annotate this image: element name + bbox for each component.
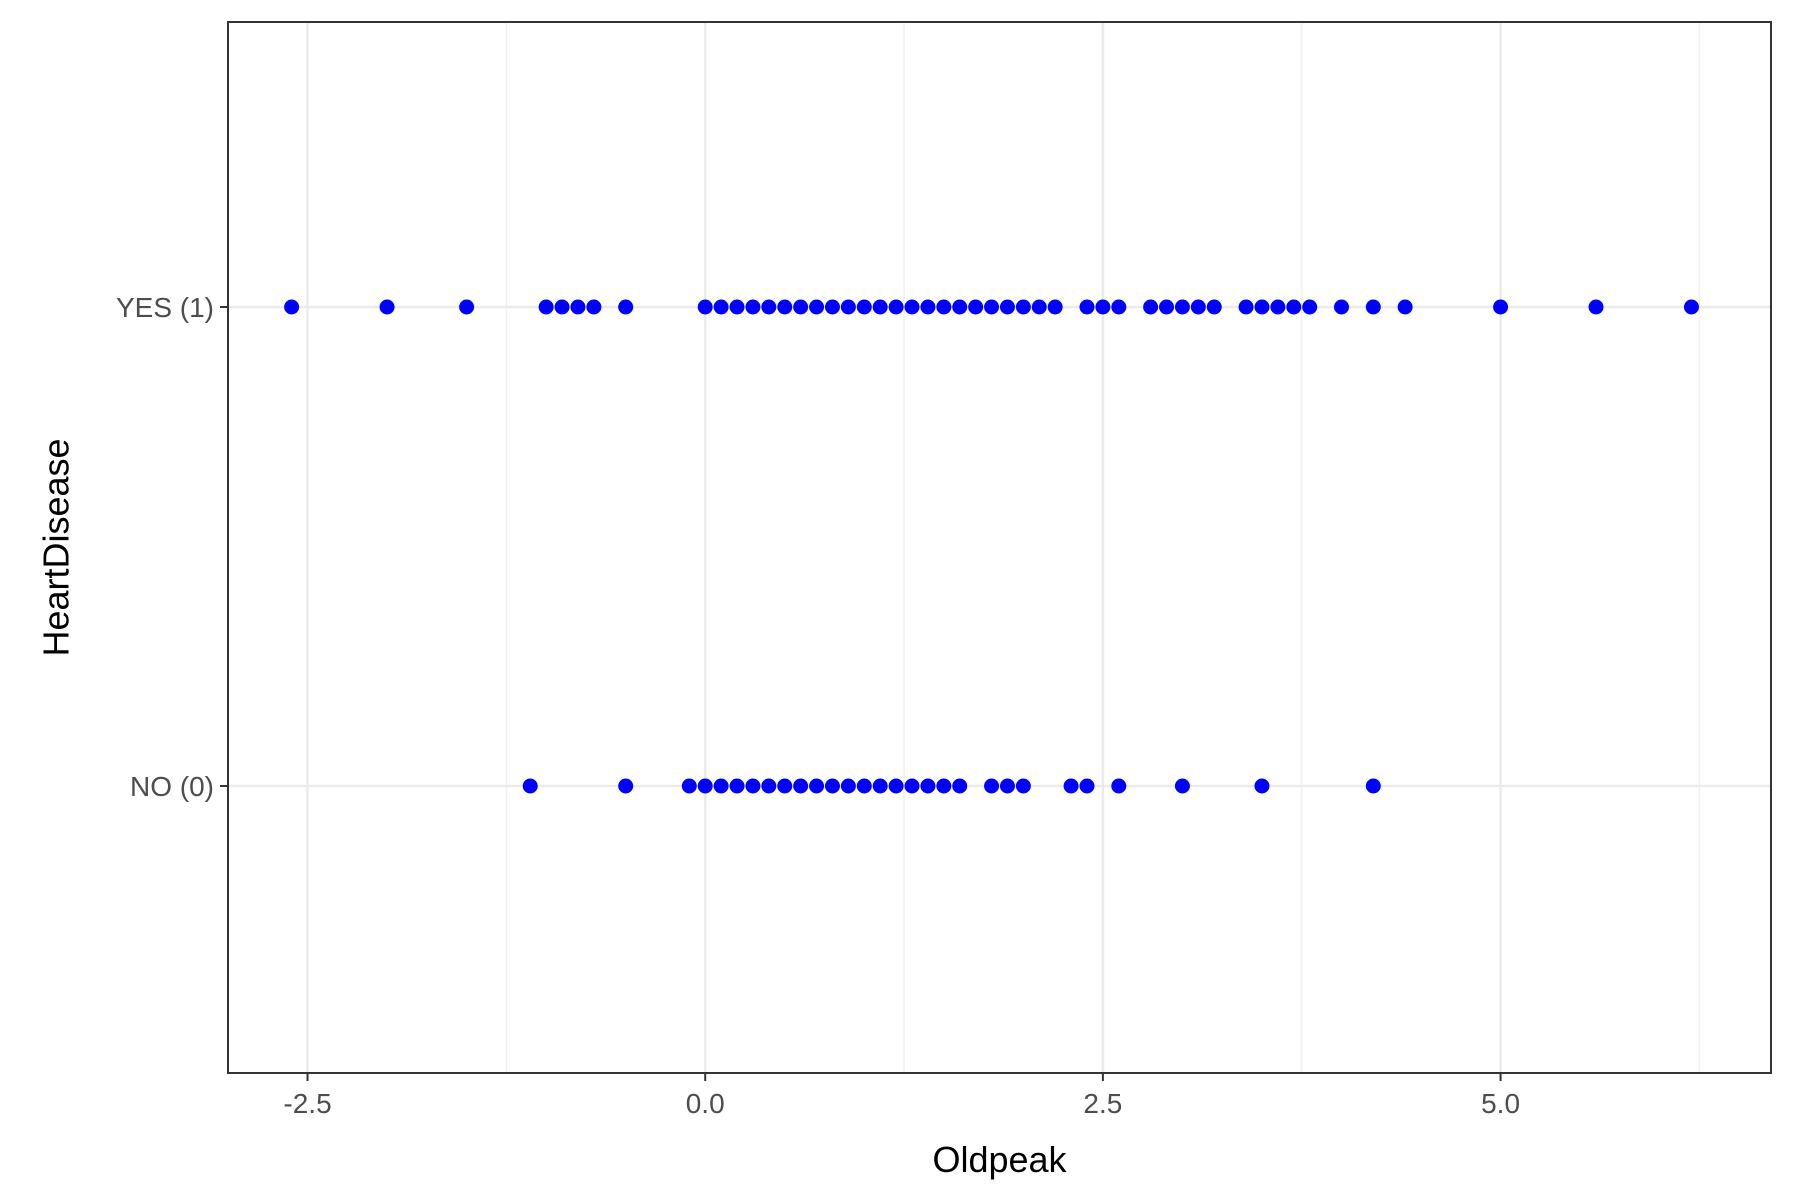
data-point	[952, 778, 968, 794]
data-point	[824, 299, 840, 315]
data-point	[1159, 299, 1175, 315]
x-tick-label: -2.5	[283, 1088, 331, 1119]
data-point	[713, 778, 729, 794]
y-tick-label: YES (1)	[116, 292, 214, 323]
data-point	[1365, 778, 1381, 794]
data-point	[856, 778, 872, 794]
data-point	[1588, 299, 1604, 315]
data-point	[936, 299, 952, 315]
data-point	[1493, 299, 1509, 315]
data-point	[920, 299, 936, 315]
data-point	[1143, 299, 1159, 315]
x-tick-label: 2.5	[1083, 1088, 1122, 1119]
data-point	[952, 299, 968, 315]
data-point	[729, 778, 745, 794]
data-point	[999, 299, 1015, 315]
data-point	[1254, 299, 1270, 315]
data-point	[904, 299, 920, 315]
data-point	[856, 299, 872, 315]
data-points	[284, 299, 1699, 794]
data-point	[745, 778, 761, 794]
data-point	[697, 778, 713, 794]
plot-panel-border	[227, 21, 1772, 1074]
data-point	[984, 778, 1000, 794]
data-point	[1190, 299, 1206, 315]
data-point	[1111, 299, 1127, 315]
data-point	[522, 778, 538, 794]
data-point	[1111, 778, 1127, 794]
data-point	[1683, 299, 1699, 315]
data-point	[777, 778, 793, 794]
data-point	[1238, 299, 1254, 315]
data-point	[793, 778, 809, 794]
data-point	[1270, 299, 1286, 315]
data-point	[618, 778, 634, 794]
axes: -2.5 0.0 2.5 5.0 NO (0) YES (1)	[116, 292, 1520, 1119]
data-point	[1174, 778, 1190, 794]
data-point	[984, 299, 1000, 315]
data-point	[729, 299, 745, 315]
data-point	[809, 299, 825, 315]
data-point	[1254, 778, 1270, 794]
data-point	[1334, 299, 1350, 315]
data-point	[1286, 299, 1302, 315]
data-point	[1015, 299, 1031, 315]
data-point	[1079, 778, 1095, 794]
data-point	[713, 299, 729, 315]
data-point	[1174, 299, 1190, 315]
x-tick-label: 5.0	[1481, 1088, 1520, 1119]
data-point	[777, 299, 793, 315]
data-point	[1365, 299, 1381, 315]
data-point	[1047, 299, 1063, 315]
data-point	[681, 778, 697, 794]
data-point	[809, 778, 825, 794]
data-point	[1302, 299, 1318, 315]
x-tick-label: 0.0	[686, 1088, 725, 1119]
data-point	[904, 778, 920, 794]
data-point	[618, 299, 634, 315]
data-point	[793, 299, 809, 315]
data-point	[936, 778, 952, 794]
data-point	[745, 299, 761, 315]
y-tick-label: NO (0)	[130, 771, 214, 802]
x-axis-title: Oldpeak	[932, 1139, 1067, 1180]
data-point	[697, 299, 713, 315]
data-point	[824, 778, 840, 794]
data-point	[1095, 299, 1111, 315]
data-point	[284, 299, 300, 315]
data-point	[840, 778, 856, 794]
data-point	[968, 299, 984, 315]
data-point	[872, 778, 888, 794]
data-point	[570, 299, 586, 315]
data-point	[1015, 778, 1031, 794]
data-point	[586, 299, 602, 315]
data-point	[1031, 299, 1047, 315]
data-point	[920, 778, 936, 794]
y-axis-title: HeartDisease	[36, 438, 77, 656]
data-point	[459, 299, 475, 315]
data-point	[1079, 299, 1095, 315]
data-point	[888, 299, 904, 315]
data-point	[888, 778, 904, 794]
data-point	[1397, 299, 1413, 315]
grid-lines	[228, 22, 1771, 1073]
data-point	[840, 299, 856, 315]
data-point	[554, 299, 570, 315]
data-point	[538, 299, 554, 315]
data-point	[761, 778, 777, 794]
data-point	[1063, 778, 1079, 794]
data-point	[761, 299, 777, 315]
data-point	[379, 299, 395, 315]
data-point	[1206, 299, 1222, 315]
data-point	[872, 299, 888, 315]
data-point	[999, 778, 1015, 794]
